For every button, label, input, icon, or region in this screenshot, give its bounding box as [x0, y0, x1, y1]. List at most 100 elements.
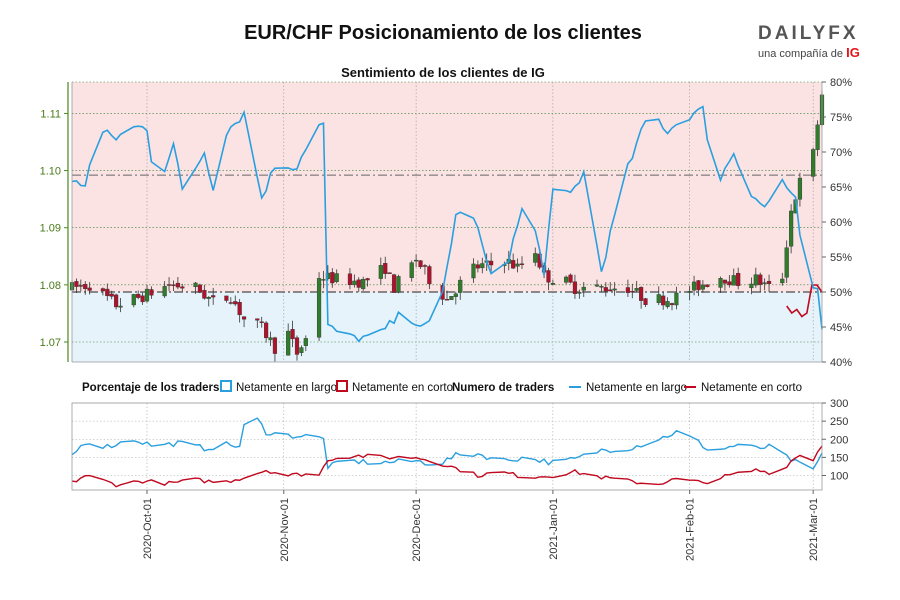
legend-pct-long-label: Netamente en largo	[236, 382, 337, 394]
candle-up	[378, 265, 383, 279]
candle-up	[453, 293, 458, 297]
candle-up	[674, 292, 679, 306]
candle-up	[762, 282, 767, 284]
pct-tick-label: 65%	[830, 182, 852, 194]
candle-up	[533, 253, 538, 263]
candle-up	[564, 276, 569, 283]
long-zone	[72, 292, 822, 362]
candle-down	[202, 289, 207, 299]
count-long-line	[71, 417, 823, 471]
candle-down	[766, 280, 772, 284]
candle-up	[789, 210, 794, 247]
count-tick-label: 150	[830, 452, 848, 464]
candle-up	[361, 278, 366, 290]
candle-up	[687, 291, 692, 293]
count-tick-label: 250	[830, 416, 848, 428]
legend-num-title: Numero de traders	[452, 382, 554, 394]
candle-up	[471, 263, 476, 279]
candle-up	[325, 272, 330, 279]
candle-down	[211, 295, 216, 298]
candle-up	[581, 286, 586, 291]
count-tick-label: 100	[830, 471, 848, 483]
candle-down	[608, 289, 613, 292]
candle-up	[193, 282, 198, 288]
candle-down	[272, 337, 278, 354]
candle-down	[197, 284, 203, 293]
candle-up	[656, 294, 661, 303]
candle-down	[572, 281, 578, 294]
candle-up	[458, 279, 463, 293]
candle-down	[383, 263, 388, 274]
pct-tick-label: 60%	[830, 217, 852, 229]
logo-tagline: una compañía de IG	[758, 45, 868, 60]
candle-up	[599, 286, 604, 288]
logo-ig: IG	[846, 45, 860, 60]
candle-down	[758, 274, 763, 285]
candle-up	[480, 263, 485, 269]
candle-down	[241, 316, 247, 320]
pct-tick-label: 45%	[830, 322, 852, 334]
candle-down	[83, 284, 88, 290]
candle-up	[131, 294, 136, 306]
candle-down	[140, 295, 145, 303]
candle-down	[356, 279, 361, 288]
candle-down	[475, 264, 480, 269]
pct-tick-label: 80%	[830, 77, 852, 89]
candle-up	[753, 274, 758, 286]
candle-up	[396, 276, 401, 293]
candle-down	[519, 263, 525, 265]
lower-plot-frame	[71, 402, 823, 491]
legend-num-short-label: Netamente en corto	[701, 382, 802, 394]
candle-down	[422, 265, 428, 267]
date-tick-label: 2021-Jan-01	[548, 498, 560, 560]
candle-down	[290, 329, 295, 340]
date-tick-label: 2020-Dec-01	[411, 498, 423, 562]
price-tick-label: 1.11	[40, 108, 61, 120]
candle-down	[294, 337, 300, 355]
candle-down	[105, 288, 110, 297]
candle-up	[700, 284, 705, 290]
date-tick-label: 2021-Feb-01	[685, 498, 697, 561]
candle-down	[511, 260, 516, 269]
legend-num-long-label: Netamente en largo	[586, 382, 687, 394]
pct-tick-label: 50%	[830, 287, 852, 299]
candle-down	[365, 278, 370, 281]
candle-down	[603, 287, 608, 292]
candle-down	[259, 321, 264, 323]
candle-up	[268, 337, 273, 341]
candle-up	[321, 279, 326, 281]
candle-down	[669, 303, 675, 306]
candle-down	[136, 293, 141, 298]
candle-down	[264, 322, 269, 339]
candle-up	[749, 283, 754, 289]
candle-up	[352, 280, 357, 285]
candle-up	[718, 278, 723, 288]
candle-down	[237, 302, 242, 316]
pct-tick-label: 55%	[830, 252, 852, 264]
candle-down	[444, 298, 450, 301]
candle-down	[149, 289, 154, 296]
chart-subtitle: Sentimiento de los clientes de IG	[341, 65, 545, 80]
candle-up	[303, 338, 308, 346]
candle-down	[166, 284, 172, 286]
candle-up	[334, 273, 339, 282]
candle-up	[449, 296, 454, 300]
candle-up	[409, 262, 414, 278]
candle-down	[387, 272, 392, 274]
legend-pct-short-label: Netamente en corto	[352, 382, 453, 394]
dailyfx-logo: DAILYFX una compañía de IG	[758, 24, 868, 64]
candle-down	[330, 272, 335, 284]
candle-down	[696, 280, 701, 291]
candle-up	[414, 259, 419, 262]
candle-down	[489, 260, 494, 266]
candle-up	[780, 278, 785, 284]
candle-up	[162, 286, 167, 297]
candle-down	[87, 287, 92, 291]
candle-up	[299, 347, 304, 353]
pct-long-line	[71, 105, 823, 343]
candle-down	[722, 279, 728, 284]
candle-down	[109, 293, 114, 297]
candle-down	[347, 273, 353, 285]
candle-down	[180, 286, 185, 289]
